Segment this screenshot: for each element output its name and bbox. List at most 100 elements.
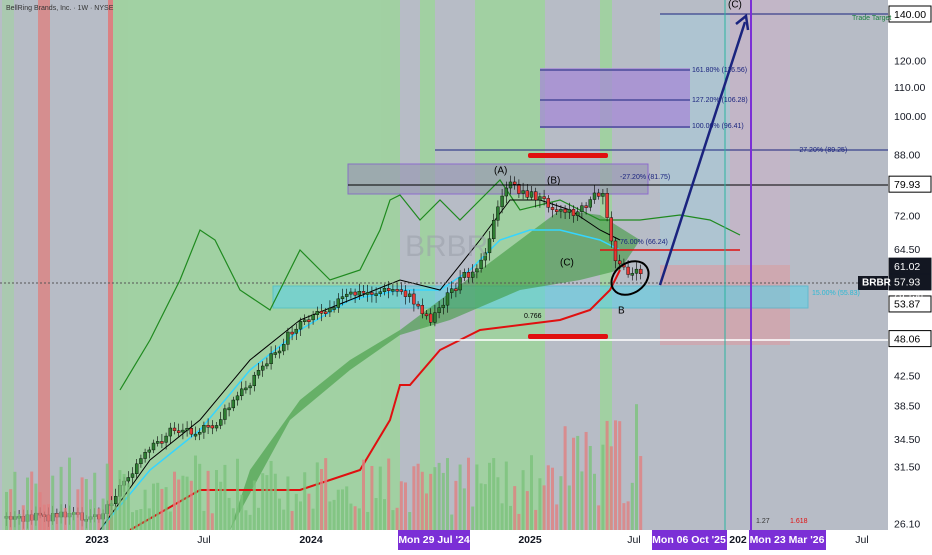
candle-body <box>231 399 236 409</box>
volume-bar <box>324 458 328 530</box>
volume <box>5 404 643 530</box>
annotation: Trade Target <box>852 15 891 22</box>
candle-body <box>366 292 370 295</box>
volume-bar <box>189 480 193 530</box>
volume-bar <box>156 482 160 530</box>
volume-bar <box>55 513 59 530</box>
volume-bar <box>320 469 323 530</box>
ichimoku-cloud <box>230 210 640 530</box>
volume-bar <box>84 479 88 530</box>
candle-body <box>408 293 412 297</box>
volume-bar <box>399 481 403 530</box>
volume-bar <box>500 503 504 530</box>
candle-body <box>147 449 152 453</box>
candle-body <box>634 268 639 274</box>
candle-body <box>315 311 319 315</box>
volume-bar <box>509 505 512 530</box>
candle-body <box>412 293 416 305</box>
volume-bar <box>240 494 244 530</box>
dotted-markers <box>528 153 608 339</box>
candle-body <box>155 441 160 444</box>
candle-body <box>445 292 450 306</box>
price-label: 31.50 <box>894 462 920 474</box>
volume-bar <box>555 504 559 530</box>
volume-bar <box>546 465 550 530</box>
volume-bar <box>105 463 109 530</box>
time-label: Mon 06 Oct '25 <box>652 534 726 546</box>
volume-bar <box>93 472 97 530</box>
volume-bar <box>311 508 315 530</box>
volume-bar <box>17 513 21 530</box>
volume-bar <box>332 499 336 530</box>
volume-bar <box>479 483 483 530</box>
volume-bar <box>626 501 630 530</box>
candles <box>4 175 643 529</box>
candle-body <box>294 328 298 334</box>
volume-bar <box>366 511 370 530</box>
price-label: 72.00 <box>894 211 920 223</box>
candle-body <box>282 344 286 352</box>
volume-bar <box>378 466 382 530</box>
volume-bar <box>374 498 378 530</box>
volume-bar <box>181 475 185 530</box>
candle-body <box>496 206 500 221</box>
candle-body <box>550 207 555 210</box>
time-label: 2025 <box>518 534 542 546</box>
candle-body <box>534 191 538 201</box>
candle-body <box>395 289 399 292</box>
price-badge <box>888 273 932 291</box>
volume-bar <box>433 467 437 530</box>
volume-bar <box>471 506 475 530</box>
countdown: 2d 15h <box>894 290 923 301</box>
candle-body <box>458 277 462 291</box>
candle-body <box>555 209 559 212</box>
time-label: 2023 <box>85 534 109 546</box>
volume-bar <box>483 484 487 530</box>
date-badge <box>749 530 826 550</box>
candle-body <box>160 441 164 444</box>
candle-body <box>370 292 374 295</box>
volume-bar <box>38 492 42 530</box>
volume-bar <box>252 480 256 530</box>
volume-bar <box>521 470 525 530</box>
volume-bar <box>622 503 626 530</box>
candle-body <box>424 313 429 317</box>
volume-bar <box>210 513 214 530</box>
candle-body <box>252 374 257 387</box>
volume-bar <box>588 445 592 530</box>
price-label: 53.87 <box>894 299 920 311</box>
candle-body <box>357 291 361 296</box>
ticker-symbol: BRBR <box>862 278 892 289</box>
volume-bar <box>110 500 113 530</box>
price-label: 120.00 <box>894 56 926 68</box>
candle-body <box>630 273 634 276</box>
candle-body <box>403 290 408 297</box>
candle-body <box>521 190 525 194</box>
volume-bar <box>135 510 139 530</box>
candle-body <box>113 496 118 505</box>
volume-bar <box>559 476 563 530</box>
candle-body <box>193 433 198 437</box>
volume-bar <box>147 508 151 530</box>
volume-bar <box>584 431 588 530</box>
price-label: 48.06 <box>894 333 920 345</box>
candle-body <box>168 427 173 437</box>
candle-body <box>618 260 622 265</box>
candle-body <box>454 288 458 291</box>
candle-body <box>542 196 546 199</box>
volume-bar <box>639 456 643 530</box>
volume-bar <box>177 479 181 530</box>
volume-bar <box>63 508 67 530</box>
volume-bar <box>131 512 134 530</box>
candle-body <box>227 407 231 411</box>
volume-bar <box>412 466 416 530</box>
volume-bar <box>26 477 29 530</box>
volume-bar <box>282 509 286 530</box>
volume-bar <box>202 510 206 530</box>
ticker-badge <box>858 276 888 290</box>
volume-bar <box>353 506 357 530</box>
annotation: (A) <box>494 166 507 177</box>
volume-bar <box>530 455 533 530</box>
volume-bar <box>315 462 319 530</box>
candle-body <box>273 352 277 355</box>
